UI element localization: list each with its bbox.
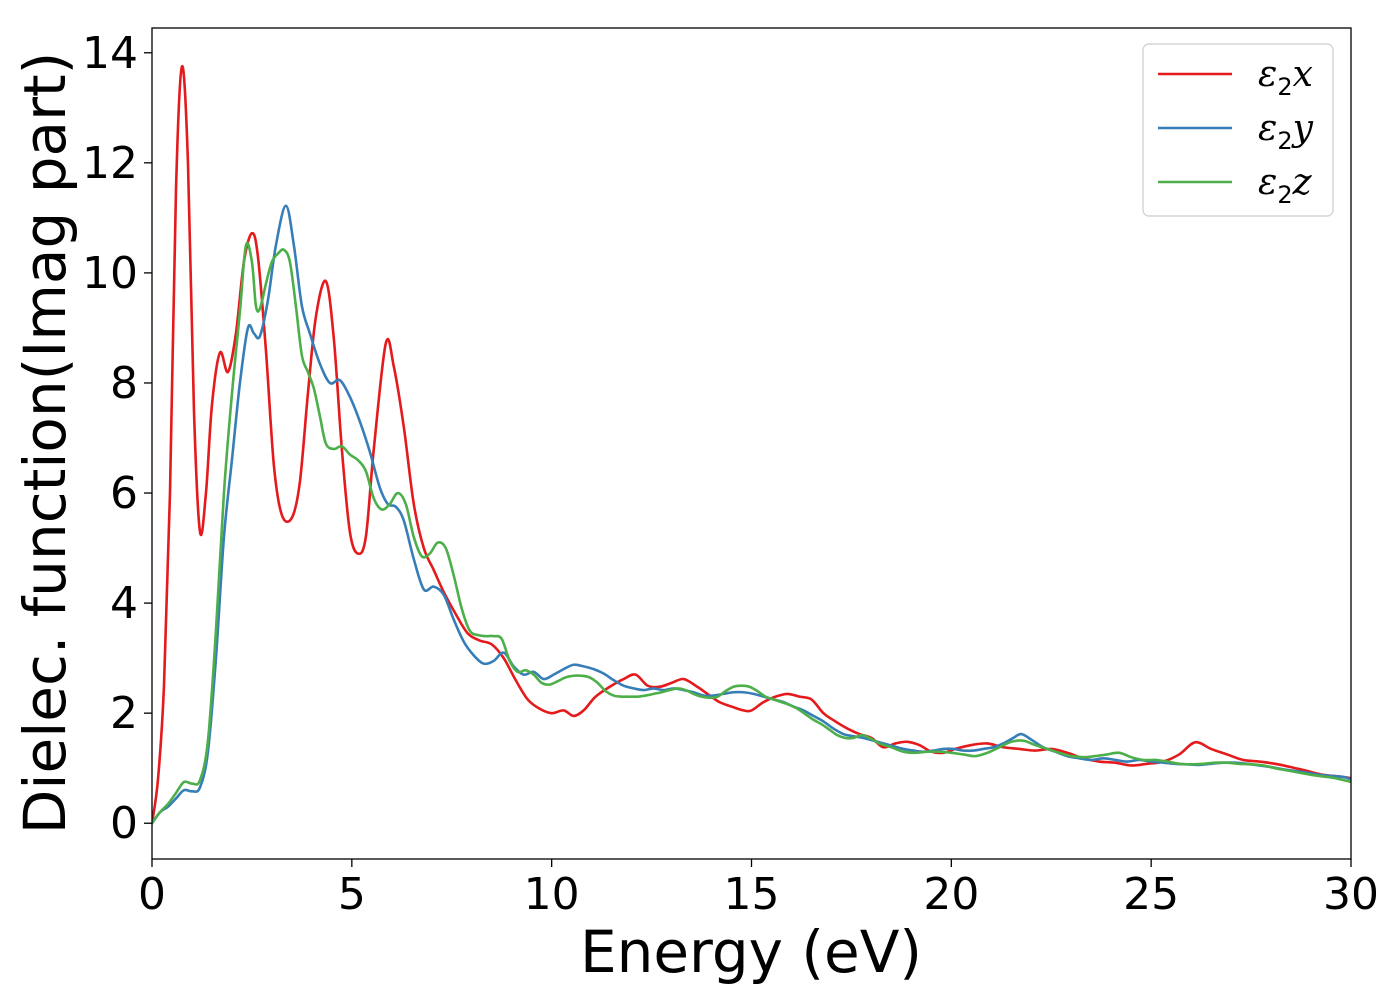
x-tick-label: 15	[724, 869, 780, 920]
legend-label-x: ε2x	[1258, 54, 1313, 101]
legend-label-y: ε2y	[1258, 108, 1314, 155]
x-tick-label: 0	[138, 869, 166, 920]
x-tick-label: 10	[524, 869, 580, 920]
x-tick-label: 25	[1123, 869, 1179, 920]
y-tick-label: 8	[110, 358, 138, 409]
y-tick-label: 10	[82, 248, 138, 299]
y-axis-label: Dielec. function(Imag part)	[11, 52, 79, 835]
y-tick-label: 4	[110, 578, 138, 629]
series-line-z	[152, 241, 1351, 825]
y-axis-ticks: 0 2 4 6 8 10 12 14	[82, 28, 152, 849]
y-tick-label: 14	[82, 28, 138, 79]
x-axis-label: Energy (eV)	[580, 918, 922, 986]
series-line-y	[152, 204, 1351, 825]
x-axis-ticks: 0 5 10 15 20 25 30	[138, 859, 1379, 920]
y-tick-label: 0	[110, 798, 138, 849]
y-tick-label: 2	[110, 688, 138, 739]
y-tick-label: 6	[110, 468, 138, 519]
x-tick-label: 5	[338, 869, 366, 920]
series-layer	[152, 65, 1351, 825]
legend-box	[1142, 43, 1334, 217]
y-tick-label: 12	[82, 138, 138, 189]
x-tick-label: 20	[923, 869, 979, 920]
legend-label-z: ε2z	[1258, 162, 1313, 209]
x-tick-label: 30	[1323, 869, 1379, 920]
legend: ε2x ε2y ε2z	[1142, 43, 1334, 217]
